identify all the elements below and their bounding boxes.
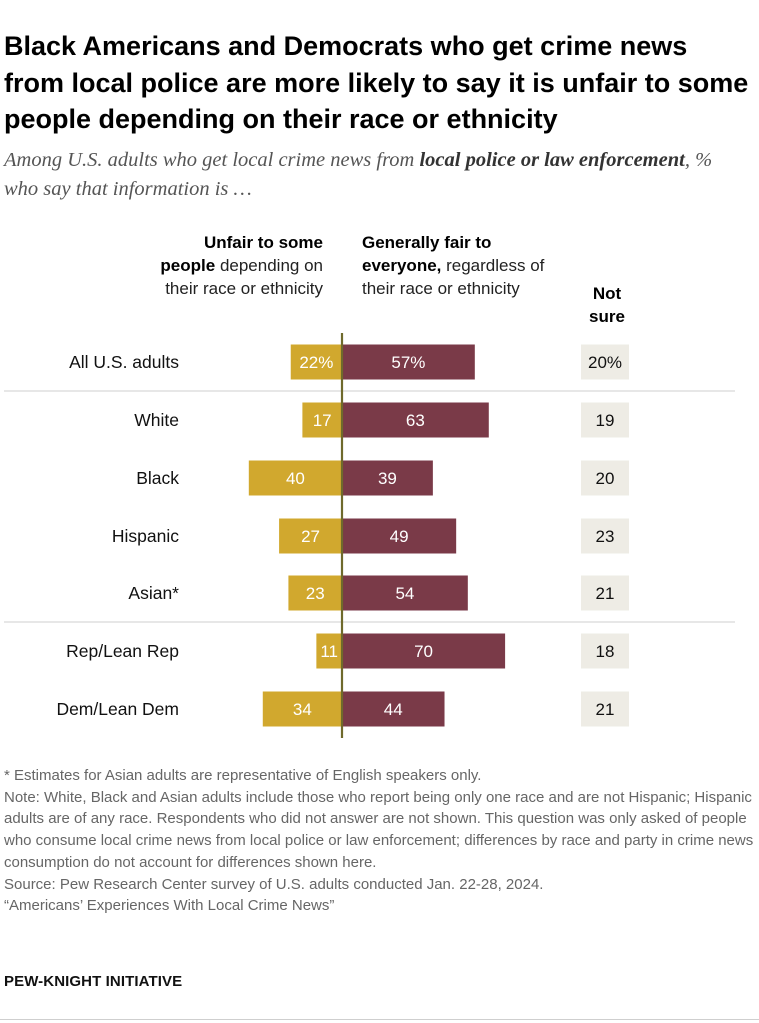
category-label: Hispanic (112, 526, 179, 546)
label-not-sure: 18 (596, 642, 615, 661)
diverging-bar-chart: All U.S. adults 22% 57% 20% White 17 63 19 Black… (4, 333, 735, 738)
bar-unfair (316, 633, 342, 669)
bar-fair (342, 344, 475, 380)
header-not-sure-label: Not sure (589, 284, 625, 326)
label-fair: 70 (414, 642, 433, 661)
label-not-sure: 21 (596, 584, 615, 603)
label-unfair: 11 (320, 642, 338, 661)
box-not-sure (581, 344, 629, 380)
footnotes: * Estimates for Asian adults are represe… (4, 765, 754, 917)
chart-row: All U.S. adults 22% 57% 20% (69, 344, 629, 380)
subtitle-part-2: , % who say that information is … (4, 149, 713, 200)
bar-unfair (248, 460, 342, 496)
box-not-sure (581, 518, 629, 554)
box-not-sure (581, 691, 629, 727)
bar-fair (342, 575, 468, 611)
chart-row: Dem/Lean Dem 34 44 21 (56, 691, 629, 727)
label-fair: 54 (395, 584, 414, 603)
label-unfair: 27 (301, 527, 320, 546)
label-fair: 39 (378, 469, 397, 488)
bar-fair (342, 518, 457, 554)
bar-unfair (288, 575, 342, 611)
label-fair: 49 (390, 527, 409, 546)
label-not-sure: 21 (596, 700, 615, 719)
category-label: Dem/Lean Dem (56, 699, 179, 719)
label-fair: 57% (391, 353, 425, 372)
label-unfair: 17 (313, 411, 332, 430)
bar-fair (342, 691, 445, 727)
label-not-sure: 20 (596, 469, 615, 488)
chart-title: Black Americans and Democrats who get cr… (4, 31, 749, 134)
chart-subtitle: Among U.S. adults who get local crime ne… (4, 146, 749, 204)
category-label: Rep/Lean Rep (66, 641, 179, 661)
label-fair: 44 (384, 700, 403, 719)
box-not-sure (581, 402, 629, 438)
category-label: Asian* (128, 583, 179, 603)
label-unfair: 22% (299, 353, 333, 372)
header-not-sure: Not sure (582, 282, 632, 328)
chart-row: Hispanic 27 49 23 (112, 518, 629, 554)
category-label: All U.S. adults (69, 352, 179, 372)
category-label: Black (136, 468, 179, 488)
bar-fair (342, 402, 489, 438)
header-fair-bold: Generally fair to everyone, (362, 233, 492, 275)
label-not-sure: 23 (596, 527, 615, 546)
box-not-sure (581, 460, 629, 496)
footnote-note: Note: White, Black and Asian adults incl… (4, 788, 754, 871)
footnote-report-title: “Americans’ Experiences With Local Crime… (4, 897, 335, 915)
subtitle-emphasis: local police or law enforcement (419, 149, 685, 171)
bar-unfair (290, 344, 342, 380)
footnote-source: Source: Pew Research Center survey of U.… (4, 875, 544, 893)
category-label: White (134, 410, 179, 430)
chart-row: Rep/Lean Rep 11 70 18 (66, 633, 629, 669)
label-not-sure: 20% (588, 353, 622, 372)
bar-fair (342, 633, 506, 669)
bar-unfair (279, 518, 342, 554)
footnote-asterisk: * Estimates for Asian adults are represe… (4, 767, 482, 784)
label-fair: 63 (406, 411, 425, 430)
brand-label: PEW-KNIGHT INITIATIVE (4, 973, 183, 990)
label-not-sure: 19 (596, 411, 615, 430)
subtitle-part-1: Among U.S. adults who get local crime ne… (4, 149, 420, 171)
label-unfair: 34 (293, 700, 312, 719)
label-unfair: 40 (286, 469, 305, 488)
label-unfair: 23 (306, 584, 325, 603)
header-fair-rest: regardless of their race or ethnicity (362, 256, 545, 298)
chart-row: White 17 63 19 (134, 402, 629, 438)
chart-row: Black 40 39 20 (136, 460, 629, 496)
bottom-divider (0, 1019, 759, 1020)
header-unfair-bold: Unfair to some people (160, 233, 323, 275)
header-unfair-rest: depending on their race or ethnicity (165, 256, 323, 298)
box-not-sure (581, 575, 629, 611)
header-fair: Generally fair to everyone, regardless o… (362, 231, 547, 300)
header-unfair: Unfair to some people depending on their… (148, 231, 323, 300)
bar-unfair (302, 402, 342, 438)
bar-fair (342, 460, 433, 496)
box-not-sure (581, 633, 629, 669)
chart-row: Asian* 23 54 21 (128, 575, 629, 611)
bar-unfair (262, 691, 342, 727)
